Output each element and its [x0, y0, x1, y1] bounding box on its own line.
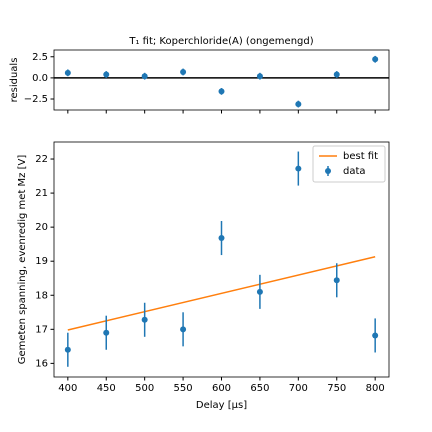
legend-swatch	[325, 168, 331, 174]
data-point	[295, 101, 302, 108]
data-point	[256, 73, 263, 80]
data-point	[333, 71, 340, 78]
x-tick-label: 750	[327, 383, 346, 394]
y-tick-label: 2.5	[32, 52, 48, 63]
legend-label: best fit	[343, 151, 378, 162]
data-point	[180, 68, 187, 75]
data-point	[295, 165, 302, 172]
y-tick-label: 18	[35, 290, 48, 301]
y-tick-label: 20	[35, 222, 48, 233]
x-tick-label: 650	[250, 383, 269, 394]
data-point	[64, 346, 71, 353]
y-axis-label: residuals	[9, 58, 20, 103]
x-axis-label: Delay [μs]	[196, 400, 247, 411]
data-point	[141, 73, 148, 80]
y-axis-label: Gemeten spanning, evenredig met Mz [V]	[17, 155, 28, 365]
chart-title: T₁ fit; Koperchloride(A) (ongemengd)	[128, 36, 313, 47]
axes-frame	[53, 49, 390, 111]
data-point	[218, 235, 225, 242]
x-tick-label: 500	[135, 383, 154, 394]
y-tick-label: 22	[35, 154, 48, 165]
data-point	[103, 71, 110, 78]
data-point	[333, 277, 340, 284]
data-point	[372, 56, 379, 63]
x-tick-label: 600	[212, 383, 231, 394]
legend-label: data	[343, 166, 366, 177]
y-tick-label: 0.0	[32, 73, 48, 84]
y-tick-label: 17	[35, 324, 48, 335]
data-point	[218, 88, 225, 95]
x-tick-label: 700	[289, 383, 308, 394]
legend-box	[312, 145, 386, 183]
y-tick-label: 19	[35, 256, 48, 267]
data-point	[372, 332, 379, 339]
data-point	[180, 326, 187, 333]
x-tick-label: 450	[97, 383, 116, 394]
x-tick-label: 400	[58, 383, 77, 394]
y-tick-label: −2.5	[24, 94, 48, 105]
data-point	[64, 69, 71, 76]
data-point	[141, 316, 148, 323]
data-point	[103, 329, 110, 336]
data-point	[256, 288, 263, 295]
x-tick-label: 550	[174, 383, 193, 394]
y-tick-label: 21	[35, 188, 48, 199]
axes-frame	[53, 141, 390, 378]
y-tick-label: 16	[35, 358, 48, 369]
x-tick-label: 800	[366, 383, 385, 394]
fit-line	[67, 256, 376, 331]
